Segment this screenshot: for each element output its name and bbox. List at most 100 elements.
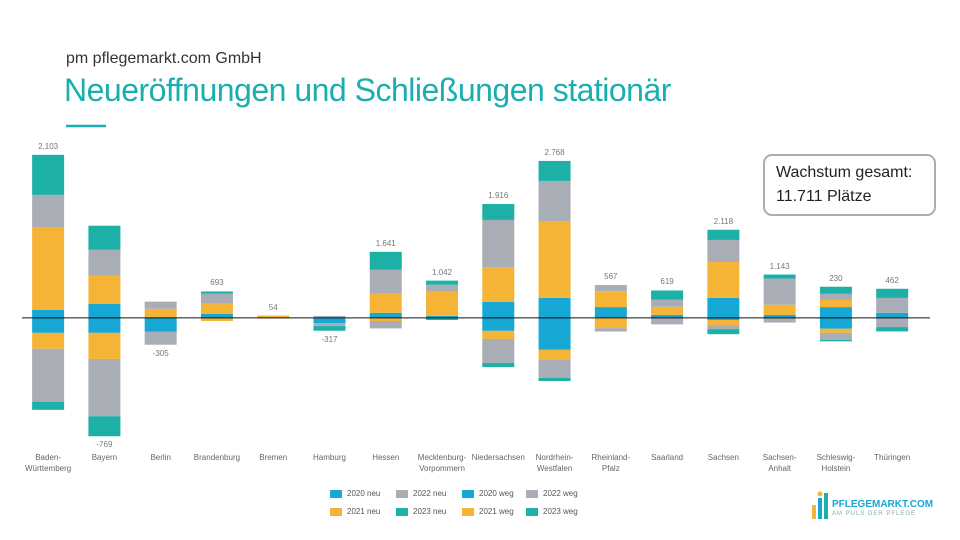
x-tick-label: Sachsen- Anhalt [762, 453, 797, 473]
total-label: 54 [268, 302, 278, 312]
x-tick-label: Sachsen [707, 453, 739, 462]
bar-segment [482, 338, 515, 364]
bar-segment [200, 317, 233, 321]
bar-segment [200, 313, 233, 318]
bar-segment [651, 306, 684, 315]
total-label: 2.768 [544, 147, 565, 157]
bar-segment [651, 314, 684, 318]
bar-segment [32, 309, 65, 318]
x-tick-label: Mecklenburg- Vorpommern [417, 453, 467, 473]
bar-segment [32, 348, 65, 402]
bar-segment [876, 317, 909, 328]
total-label: -317 [321, 334, 338, 344]
x-tick-label: Bremen [259, 453, 288, 462]
bar-segment [32, 317, 65, 333]
bar-segment [594, 328, 627, 332]
bar-segment [763, 314, 796, 318]
callout-box [763, 154, 936, 216]
bar-segment [88, 358, 121, 417]
bar-segment [707, 329, 740, 335]
x-tick-label: Hessen [372, 453, 400, 462]
bar-segment [426, 291, 459, 316]
bar-segment [88, 332, 121, 359]
bar-segment [876, 327, 909, 332]
bar-segment [876, 288, 909, 298]
bar-segment [763, 274, 796, 279]
bar-segment [482, 267, 515, 302]
bar-segment [819, 317, 852, 329]
total-label: 2.118 [713, 216, 734, 226]
bar-segment [313, 323, 346, 327]
bar-segment [144, 331, 177, 345]
bar-segment [876, 297, 909, 313]
bar-segment [651, 299, 684, 307]
total-label: 1.143 [769, 261, 790, 271]
bar-segment [819, 293, 852, 300]
callout-line1: Wachstum gesamt: [776, 164, 913, 181]
bar-segment [369, 312, 402, 318]
bar-segment [763, 304, 796, 315]
bar-segment [819, 307, 852, 318]
bar-segment [763, 317, 796, 323]
x-tick-label: Brandenburg [193, 453, 241, 462]
bar-segment [594, 307, 627, 318]
bar-segment [707, 229, 740, 240]
bar-segment [482, 301, 515, 318]
bar-segment [32, 227, 65, 310]
bar-segment [144, 317, 177, 332]
bar-segment [32, 154, 65, 195]
bar-segment [200, 293, 233, 304]
bar-segment [707, 297, 740, 318]
bar-segment [369, 251, 402, 270]
bar-segment [257, 315, 290, 318]
bar-segment [538, 359, 571, 378]
x-tick-label: Thüringen [874, 453, 911, 462]
legend-label: 2020 neu [347, 489, 381, 498]
bar-segment [32, 194, 65, 228]
x-tick-label: Berlin [150, 453, 171, 462]
x-tick-label: Schleswig- Holstein [816, 453, 856, 473]
total-label: 693 [210, 278, 224, 288]
total-label: 230 [829, 273, 843, 283]
bar-segment [369, 320, 402, 329]
company: pm pflegemarkt.com GmbH [66, 50, 262, 67]
legend-label: 2021 weg [479, 507, 514, 516]
legend-swatch [526, 490, 538, 498]
legend-label: 2022 neu [413, 489, 447, 498]
total-label: 1.042 [432, 267, 453, 277]
bar-segment [538, 220, 571, 298]
bar-segment [594, 291, 627, 308]
bar-segment [819, 339, 852, 342]
bar-segment [763, 278, 796, 305]
bar-segment [538, 317, 571, 350]
legend-swatch [330, 508, 342, 516]
logo-name: PFLEGEMARKT.COM [832, 499, 934, 510]
total-label: 1.641 [375, 238, 396, 248]
bar-segment [819, 332, 852, 340]
bar-segment [707, 319, 740, 326]
legend-label: 2020 weg [479, 489, 514, 498]
legend-label: 2023 weg [543, 507, 578, 516]
bar-segment [482, 204, 515, 220]
total-label: 462 [885, 275, 899, 285]
legend-swatch [396, 508, 408, 516]
bar-segment [538, 377, 571, 381]
bar-segment [88, 304, 121, 318]
bar-segment [707, 317, 740, 320]
bar-segment [594, 317, 627, 329]
legend-swatch [462, 508, 474, 516]
bar-segment [819, 286, 852, 294]
bar-segment [144, 301, 177, 309]
bar-segment [144, 308, 177, 318]
total-label: 1.916 [488, 191, 509, 200]
bar-segment [369, 269, 402, 294]
total-label: -305 [152, 348, 169, 358]
bar-segment [88, 225, 121, 250]
legend-swatch [396, 490, 408, 498]
bar-segment [482, 219, 515, 268]
bar-segment [426, 315, 459, 318]
bar-segment [313, 315, 346, 318]
total-label: 619 [660, 277, 674, 287]
